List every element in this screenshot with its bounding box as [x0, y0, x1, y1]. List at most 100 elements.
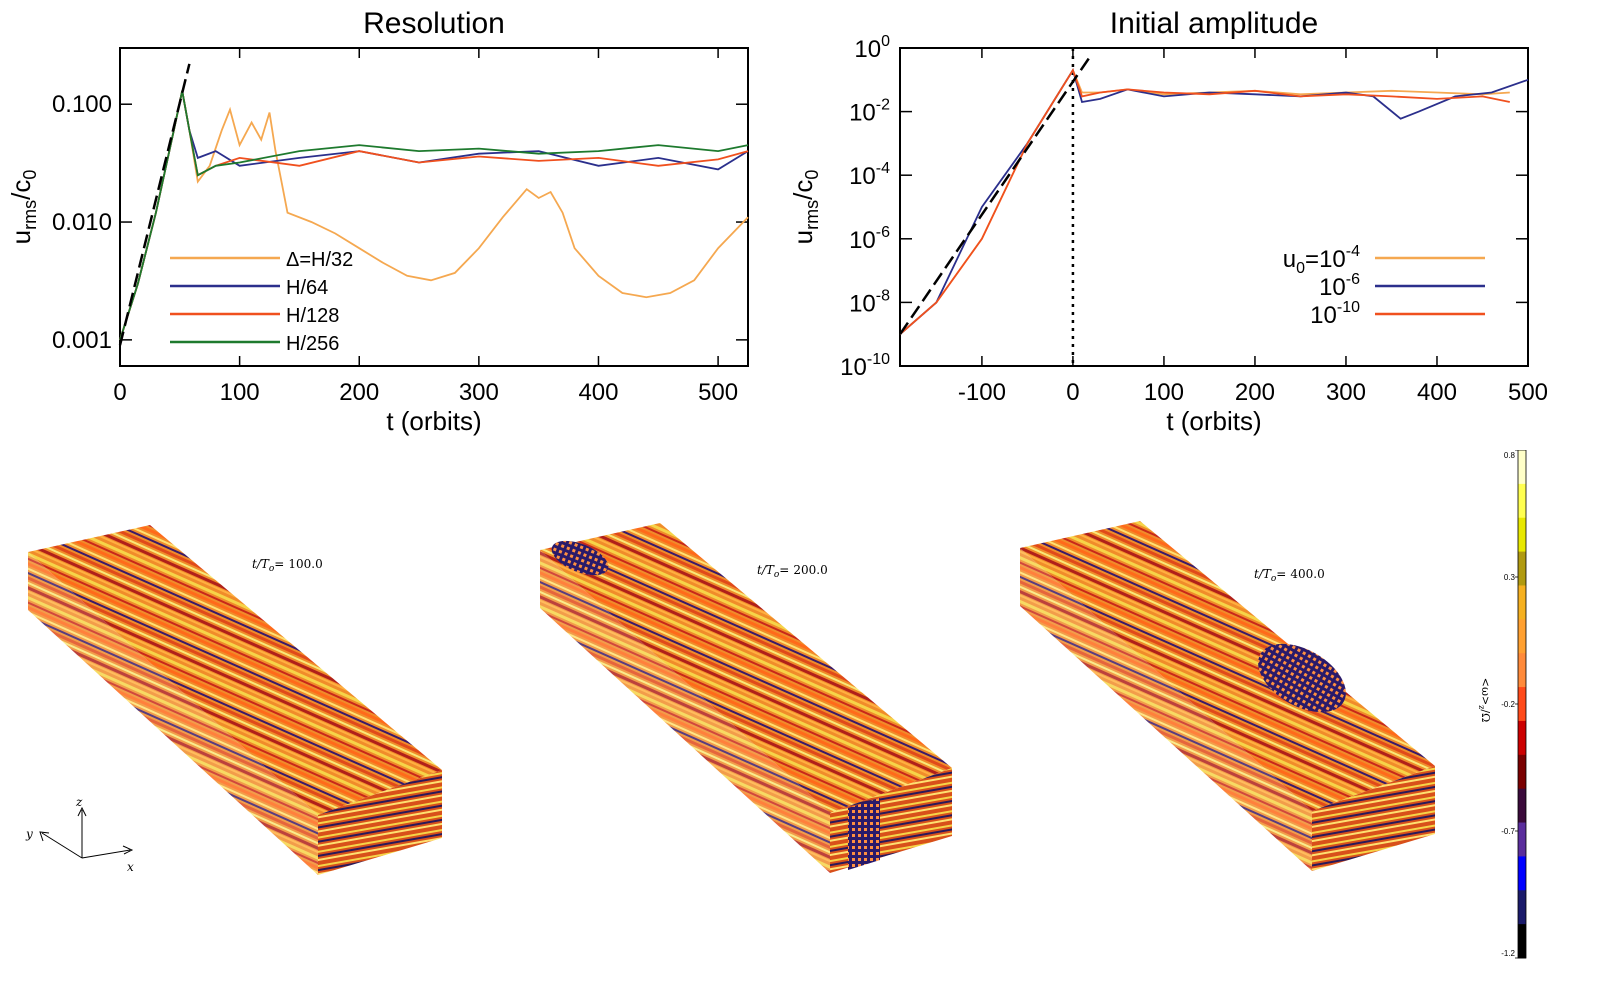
panel-t100-time-label: t/To= 100.0 — [252, 557, 323, 574]
charts-area: Resolution 0 100 200 300 400 500 0.0010.0100.… — [6, 7, 1548, 436]
y-axis-arrow — [41, 832, 83, 859]
initial-amplitude-legend: u0=10-410-610-10 — [1283, 243, 1485, 329]
panel-t400-time-label: t/To= 400.0 — [1254, 567, 1325, 584]
initial-amplitude-plot-frame — [899, 47, 1529, 367]
left-series-line-3 — [119, 90, 749, 341]
axis-y-label: y — [25, 827, 33, 841]
colorbar-segment — [1518, 653, 1526, 688]
panel-t200-front-face — [540, 550, 830, 873]
colorbar-segment — [1518, 788, 1526, 824]
z-arrowhead — [77, 806, 87, 817]
left-y-tick-label: 0.001 — [52, 327, 112, 354]
right-series-line-2 — [899, 68, 1510, 335]
left-x-tick-label: 100 — [220, 379, 260, 406]
colorbar-segment — [1518, 890, 1526, 925]
resolution-legend-label: H/256 — [286, 333, 339, 355]
panel-t200-side-vortex — [848, 798, 880, 870]
right-y-tick-label: 10-8 — [849, 287, 890, 317]
right-y-tick-label: 100 — [854, 33, 890, 63]
axis-z-label: z — [75, 795, 83, 809]
initial-amplitude-series — [898, 48, 1529, 366]
y-arrowhead — [39, 831, 50, 842]
right-x-tick-label: 400 — [1417, 379, 1457, 406]
left-series-line-0 — [119, 90, 749, 341]
resolution-legend-label: H/64 — [286, 277, 328, 299]
initial-amplitude-legend-label: u0=10-4 — [1283, 243, 1360, 277]
right-x-tick-label: 100 — [1144, 379, 1184, 406]
right-x-tick-label: 0 — [1066, 379, 1079, 406]
initial-amplitude-legend-label: 10-10 — [1310, 299, 1360, 329]
colorbar-tick-label: -1.2 — [1501, 949, 1515, 958]
right-x-tick-label: 300 — [1326, 379, 1366, 406]
colorbar-tick-label: 0.3 — [1504, 573, 1516, 582]
colorbar-segment — [1518, 619, 1526, 654]
panel-t400-side-face — [1312, 766, 1435, 871]
panel-t200-vortex — [551, 540, 609, 576]
initial-amplitude-x-ticks: -100 0 100 200 300 400 500 — [958, 48, 1548, 406]
colorbar-segment — [1518, 754, 1526, 790]
left-exponential-fit-line — [118, 63, 191, 346]
colorbar-segment — [1518, 585, 1526, 620]
colorbar-tick-label: 0.8 — [1504, 451, 1516, 460]
resolution-x-axis-label: t (orbits) — [386, 406, 481, 436]
initial-amplitude-legend-label: 10-6 — [1319, 271, 1360, 301]
left-series-line-1 — [119, 90, 749, 341]
colorbar: 0.8 0.3 -0.2 -0.7 -1.2 — [1501, 450, 1527, 959]
panel-t400-top-face — [1020, 521, 1435, 811]
panel-t400-vortex — [1258, 643, 1346, 713]
panel-t200-top-face — [540, 523, 952, 813]
x-axis-arrow — [81, 849, 131, 859]
resolution-legend: Δ=H/32 H/64 H/128 H/256 — [170, 249, 353, 355]
panel-t100-top-face — [28, 525, 442, 815]
left-y-tick-label: 0.010 — [52, 209, 112, 236]
right-x-tick-label: -100 — [958, 379, 1006, 406]
left-x-tick-label: 500 — [698, 379, 738, 406]
panel-t100-side-face — [318, 770, 442, 875]
initial-amplitude-x-axis-label: t (orbits) — [1166, 406, 1261, 436]
resolution-chart: Resolution 0 100 200 300 400 500 0.0010.0100.… — [6, 7, 749, 436]
initial-amplitude-y-axis-label: urms/c0 — [788, 170, 822, 245]
resolution-legend-label: H/128 — [286, 305, 339, 327]
resolution-series — [118, 63, 749, 346]
initial-amplitude-chart-title: Initial amplitude — [1110, 7, 1318, 40]
right-y-tick-label: 10-2 — [849, 97, 890, 127]
resolution-y-ticks: 0.001 0.010 0.100 — [52, 91, 748, 354]
resolution-legend-label: Δ=H/32 — [286, 249, 353, 271]
left-x-tick-label: 200 — [339, 379, 379, 406]
left-series-line-2 — [119, 90, 749, 341]
colorbar-segment — [1518, 687, 1526, 722]
colorbar-segment — [1518, 551, 1526, 586]
axis-x-label: x — [127, 860, 134, 874]
right-exponential-fit-line — [898, 54, 1093, 335]
right-x-tick-label: 500 — [1508, 379, 1548, 406]
colorbar-tick-label: -0.7 — [1501, 827, 1515, 836]
resolution-chart-title: Resolution — [363, 7, 505, 40]
colorbar-tick-label: -0.2 — [1501, 700, 1515, 709]
axes-glyph — [39, 806, 134, 859]
resolution-y-axis-label: urms/c0 — [6, 170, 40, 245]
panel-t400: t/To= 400.0 — [1020, 521, 1435, 871]
right-y-tick-label: 10-6 — [849, 224, 890, 254]
colorbar-segment — [1518, 822, 1526, 857]
initial-amplitude-y-ticks: 10-10 10-8 10-6 10-4 10-2 100 — [840, 33, 1528, 381]
colorbar-segment — [1518, 924, 1526, 959]
left-y-tick-label: 0.100 — [52, 91, 112, 118]
colorbar-segment — [1518, 720, 1526, 756]
panel-t100: t/To= 100.0 — [28, 525, 442, 875]
panel-t200-time-label: t/To= 200.0 — [757, 563, 828, 580]
right-y-tick-label: 10-4 — [849, 160, 890, 190]
left-x-tick-label: 400 — [578, 379, 618, 406]
colorbar-segment — [1518, 483, 1526, 519]
left-x-tick-label: 0 — [113, 379, 126, 406]
right-x-tick-label: 200 — [1235, 379, 1275, 406]
panel-t200: t/To= 200.0 — [540, 523, 952, 873]
panel-t400-front-face — [1020, 548, 1312, 871]
colorbar-segment — [1518, 517, 1526, 553]
panel-t100-front-face — [28, 552, 318, 875]
initial-amplitude-chart: Initial amplitude -100 0 100 200 300 400 500 1… — [788, 7, 1548, 436]
resolution-plot-frame — [119, 47, 749, 367]
x-arrowhead — [122, 845, 134, 855]
right-series-line-1 — [899, 68, 1529, 335]
left-x-tick-label: 300 — [459, 379, 499, 406]
colorbar-segment — [1518, 450, 1526, 485]
